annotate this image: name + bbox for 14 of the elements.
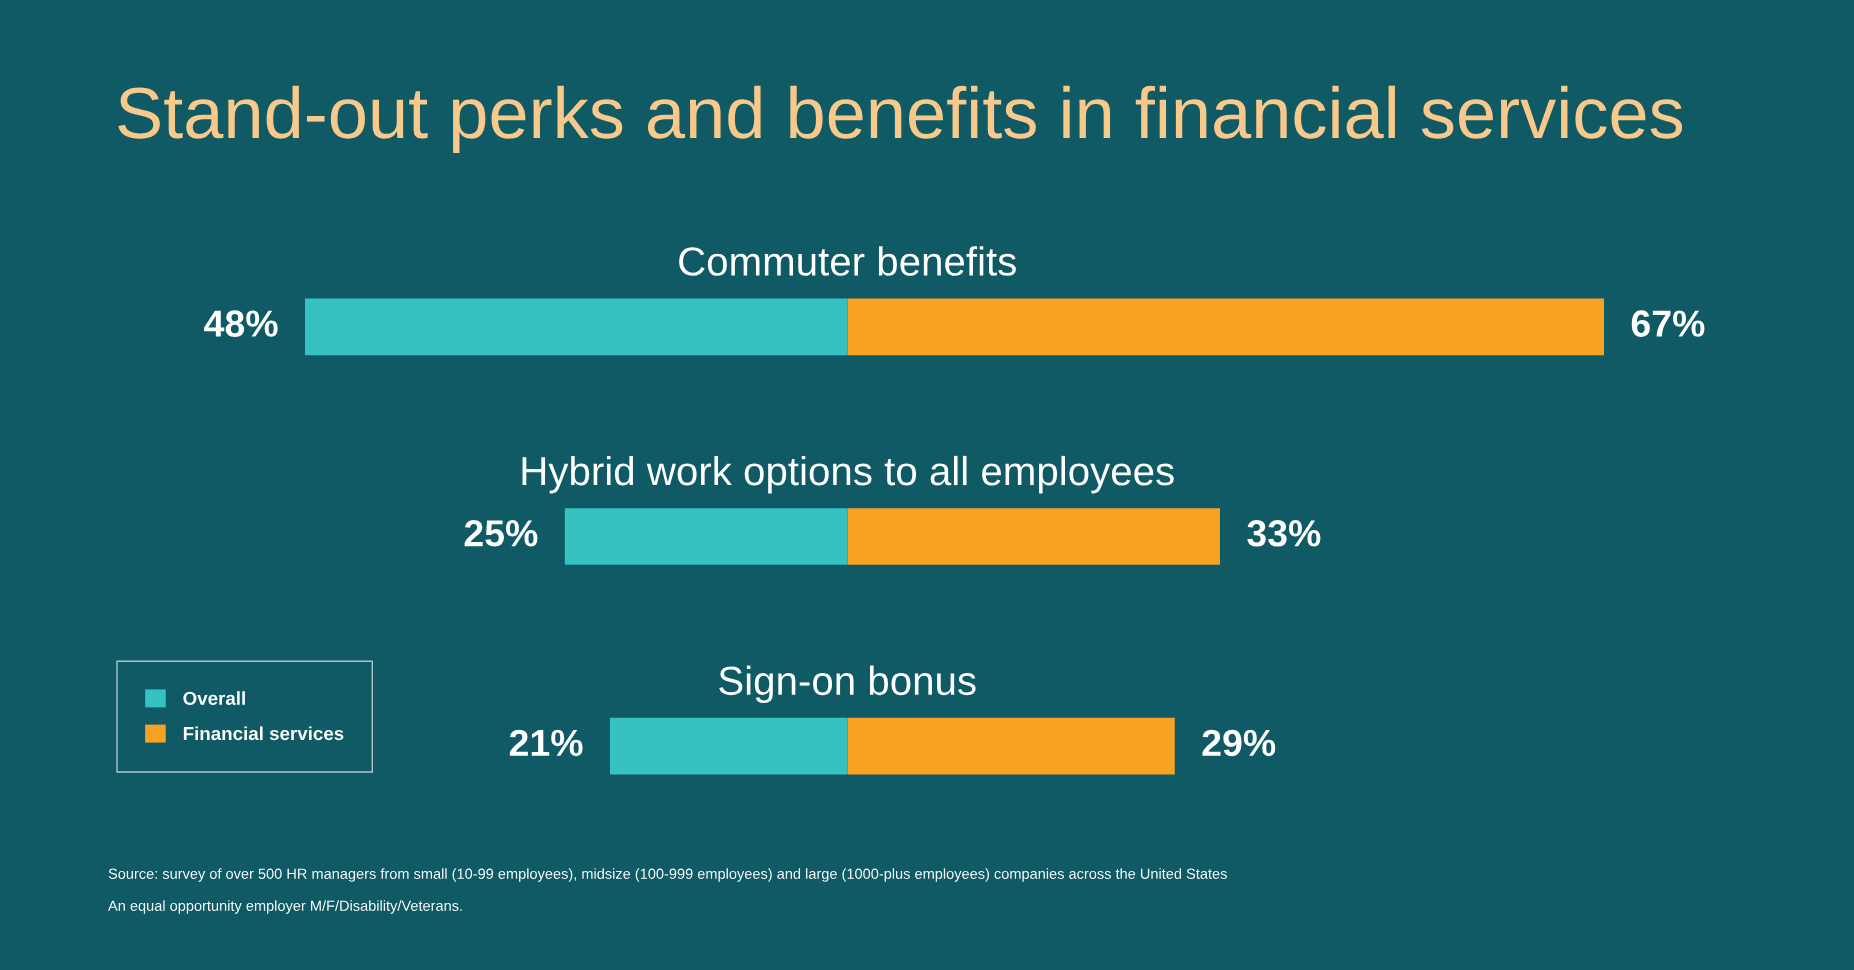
y-tick-label: Commuter benefits [679,246,1016,276]
data-label: 33% [1247,520,1321,547]
legend-label: Financial services [183,726,344,741]
legend-label: Overall [183,691,245,705]
text: An equal opportunity employer M/F/Disability/Veterans. [108,900,462,914]
chart-title: Stand-out perks and benefits in financial services [118,85,1683,153]
y-tick-label: Sign-on bonus [719,665,976,704]
data-label: 21% [509,729,583,757]
source-note: Source: survey of over 500 HR managers from small (10-99 employees), midsize (100-999 employees) and large (1000-plus employees) companies across the United States [108,868,1227,882]
data-label: 48% [204,310,278,337]
data-label: 29% [1202,729,1276,757]
y-tick-label: Hybrid work options to all employees [522,455,1174,494]
data-label: 67% [1631,310,1705,337]
data-label: 25% [464,520,538,547]
